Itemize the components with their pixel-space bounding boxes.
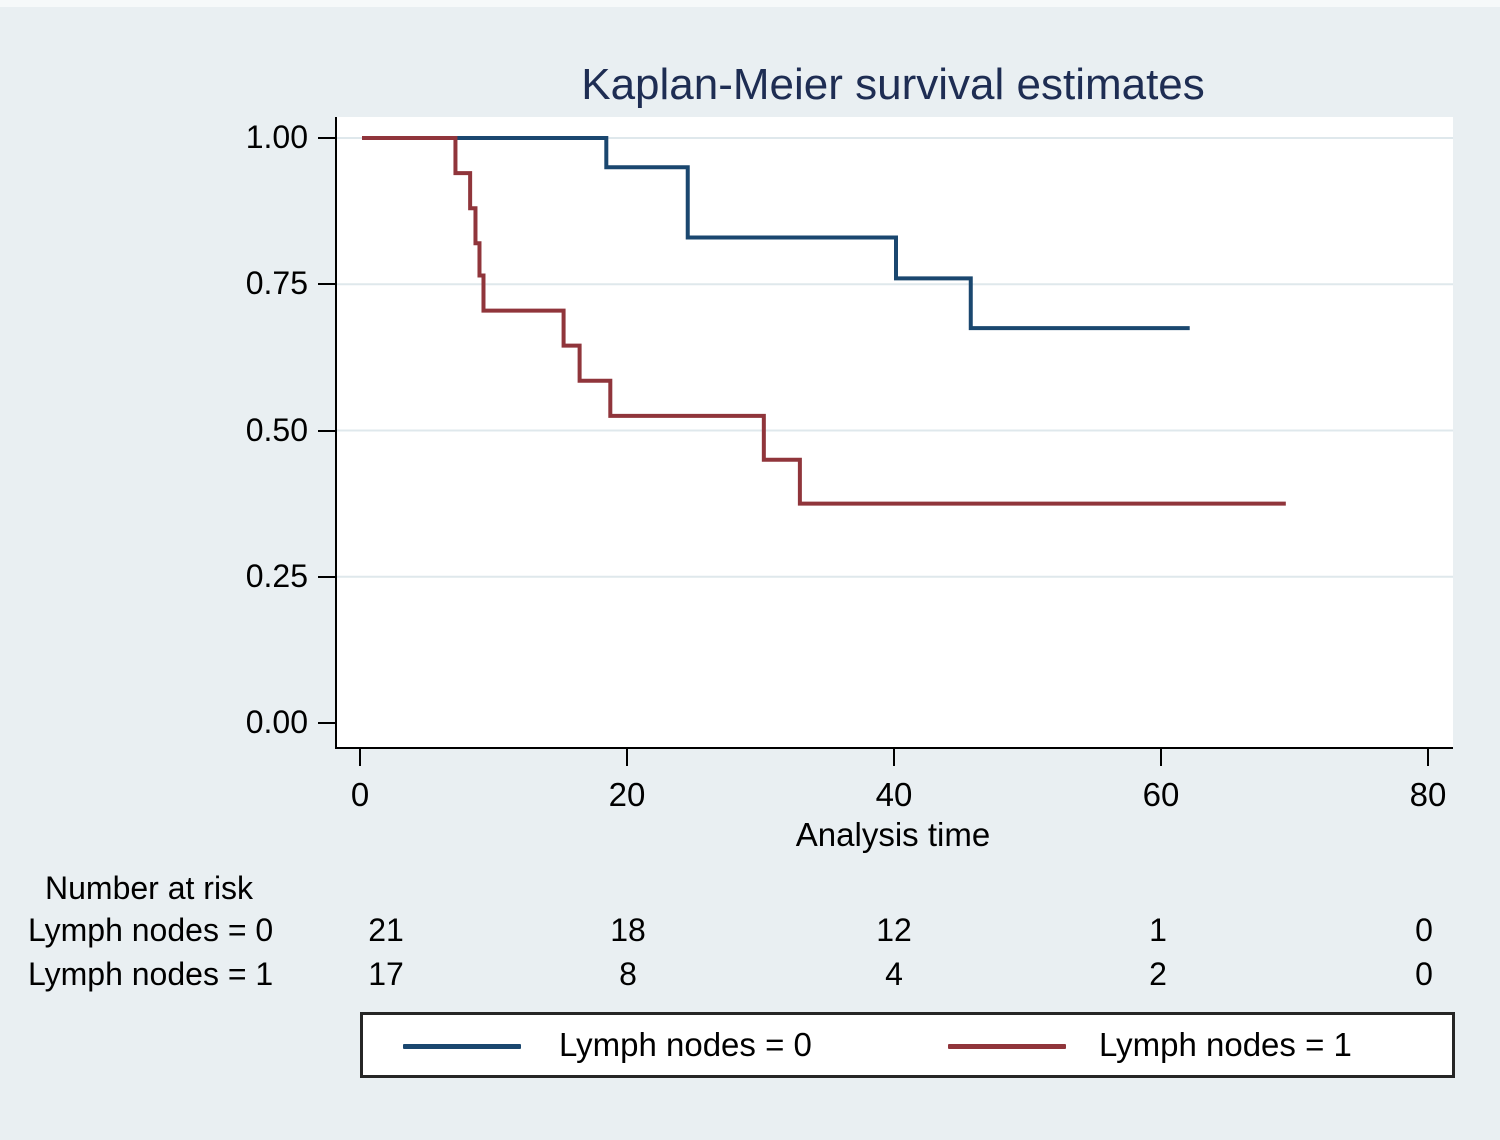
- chart-title: Kaplan-Meier survival estimates: [581, 60, 1205, 109]
- risk-count: 4: [885, 956, 903, 992]
- risk-count: 21: [368, 912, 404, 948]
- survival-curve-1: [362, 136, 1286, 506]
- y-tick-label: 0.00: [245, 704, 308, 740]
- x-axis-title: Analysis time: [795, 816, 991, 853]
- x-tick-label: 0: [350, 776, 370, 813]
- y-tick-label: 0.50: [245, 411, 308, 448]
- x-tick-mark: [626, 749, 628, 766]
- survival-curve-0: [362, 136, 1190, 331]
- risk-row-label: Lymph nodes = 1: [28, 956, 274, 992]
- risk-row-label: Lymph nodes = 0: [28, 912, 274, 948]
- x-tick-mark: [893, 749, 895, 766]
- risk-count: 0: [1415, 956, 1433, 992]
- x-tick-mark: [1427, 749, 1429, 766]
- x-tick-mark: [359, 749, 361, 766]
- risk-count: 1: [1149, 912, 1167, 948]
- risk-count: 0: [1415, 912, 1433, 948]
- legend: Lymph nodes = 0 Lymph nodes = 1: [360, 1012, 1455, 1078]
- y-tick-mark: [318, 429, 335, 432]
- risk-count: 2: [1149, 956, 1167, 992]
- y-tick-label: 0.25: [245, 557, 308, 594]
- risk-count: 17: [368, 956, 404, 992]
- legend-line-lymph-nodes-1: [948, 1044, 1066, 1049]
- y-tick-mark: [318, 137, 335, 139]
- legend-line-lymph-nodes-0: [403, 1044, 521, 1049]
- y-tick-mark: [318, 575, 335, 578]
- legend-label-lymph-nodes-1: Lymph nodes = 1: [1099, 1026, 1352, 1063]
- risk-count: 18: [610, 912, 646, 948]
- y-tick-mark: [318, 283, 335, 286]
- risk-count: 12: [876, 912, 912, 948]
- y-tick-label: 0.75: [245, 265, 308, 302]
- risk-count: 8: [619, 956, 637, 992]
- x-tick-label: 60: [1142, 776, 1180, 813]
- x-tick-label: 40: [875, 776, 913, 813]
- risk-table-header: Number at risk: [45, 870, 254, 906]
- x-tick-mark: [1160, 749, 1162, 766]
- y-tick-mark: [318, 722, 335, 724]
- plot-area: [335, 117, 1453, 749]
- top-edge-highlight: [0, 0, 1500, 7]
- x-tick-label: 20: [608, 776, 646, 813]
- x-tick-label: 80: [1409, 776, 1447, 813]
- y-tick-label: 1.00: [245, 119, 308, 155]
- legend-label-lymph-nodes-0: Lymph nodes = 0: [559, 1026, 812, 1063]
- survival-curves-svg: [337, 136, 1453, 578]
